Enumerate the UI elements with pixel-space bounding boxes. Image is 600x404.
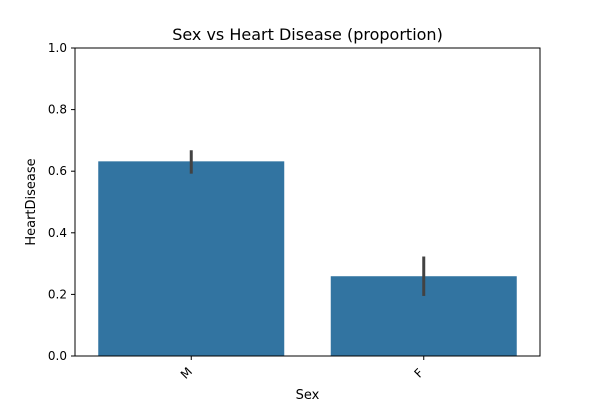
- y-tick-label: 0.0: [48, 349, 67, 363]
- y-tick-label: 0.2: [48, 287, 67, 301]
- y-tick-label: 0.8: [48, 103, 67, 117]
- y-tick-label: 0.4: [48, 226, 67, 240]
- y-tick-label: 0.6: [48, 164, 67, 178]
- plot-frame: [74, 47, 541, 357]
- chart-title: Sex vs Heart Disease (proportion): [172, 25, 443, 44]
- x-axis-label: Sex: [296, 388, 320, 400]
- y-axis-label: HeartDisease: [24, 158, 39, 245]
- bar-M: [98, 161, 285, 356]
- y-tick-label: 1.0: [48, 41, 67, 55]
